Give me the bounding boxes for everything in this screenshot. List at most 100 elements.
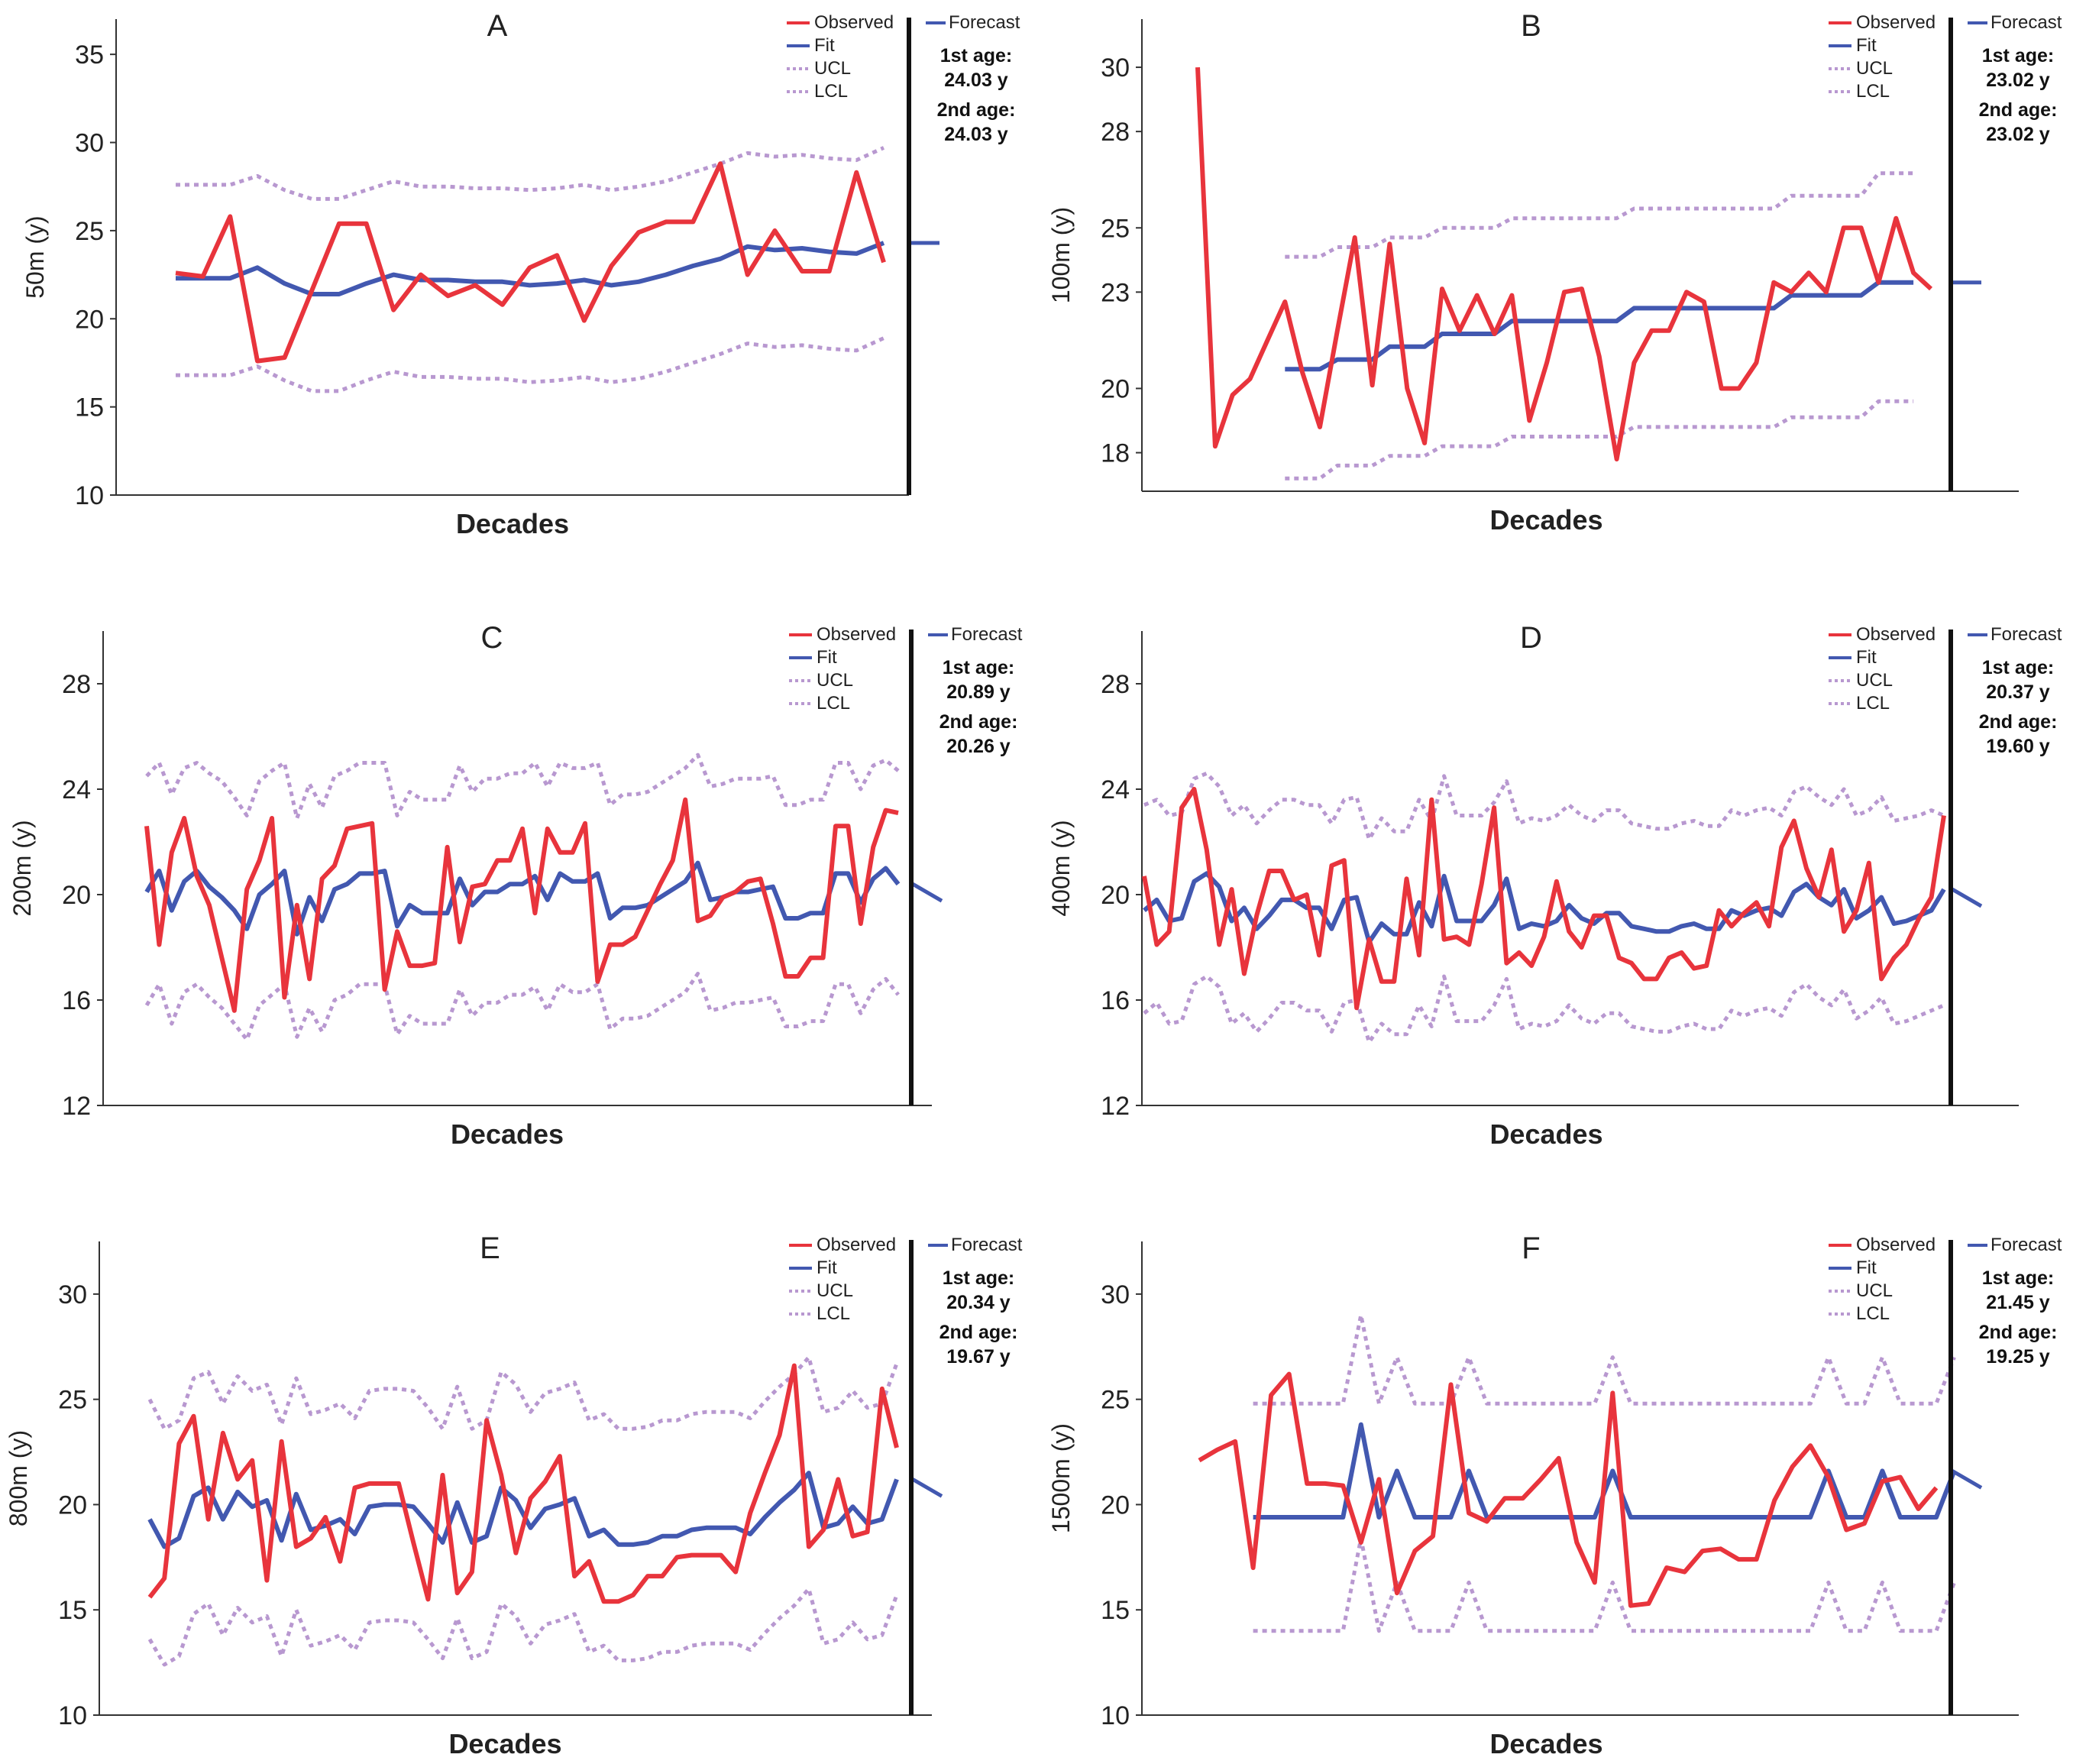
y-tick-label: 20 <box>62 881 91 910</box>
panel-label: E <box>480 1232 500 1265</box>
legend-label-ucl: UCL <box>814 58 851 79</box>
panel-label: D <box>1520 621 1542 655</box>
forecast-line <box>1951 887 1983 908</box>
series-line-observed <box>1198 1371 1939 1608</box>
y-axis-title: 100m (y) <box>1047 207 1075 303</box>
series-line-lcl <box>1285 399 1914 481</box>
x-axis-title: Decades <box>448 1728 561 1759</box>
legend-label-lcl: LCL <box>814 81 848 102</box>
y-tick-label: 23 <box>1101 278 1130 307</box>
y-tick-label: 20 <box>75 305 104 334</box>
series-line-observed <box>147 1363 899 1604</box>
forecast-second-age-label: 2nd age: <box>937 99 1016 121</box>
x-axis-title: Decades <box>1489 1118 1602 1150</box>
series-line-ucl <box>147 1355 899 1431</box>
y-tick-label: 25 <box>1101 1386 1130 1415</box>
legend-label-forecast: Forecast <box>951 1235 1023 1255</box>
panel-label: F <box>1522 1232 1540 1265</box>
forecast-first-age-label: 1st age: <box>943 657 1014 678</box>
series-line-observed <box>175 161 886 364</box>
forecast-first-age-label: 1st age: <box>1982 657 2054 678</box>
x-axis-title: Decades <box>456 508 569 539</box>
y-axis-title: 800m (y) <box>5 1430 32 1526</box>
legend-label-forecast: Forecast <box>1991 1235 2062 1255</box>
y-tick-label: 25 <box>58 1386 87 1415</box>
panel-label: A <box>487 9 508 43</box>
forecast-second-age-label: 2nd age: <box>1979 99 2058 121</box>
panel-label: B <box>1521 9 1541 43</box>
legend-label-ucl: UCL <box>817 670 853 691</box>
series-line-lcl <box>147 1587 899 1667</box>
forecast-first-age-label: 1st age: <box>1982 45 2054 66</box>
forecast-second-age-value: 19.60 y <box>1986 736 2050 757</box>
forecast-first-age-value: 21.45 y <box>1986 1292 2050 1313</box>
forecast-first-age-value: 20.89 y <box>946 681 1011 703</box>
panel-label: C <box>481 621 503 655</box>
legend-label-ucl: UCL <box>1856 1280 1893 1301</box>
legend-label-observed: Observed <box>817 1235 896 1255</box>
y-tick-label: 16 <box>1101 986 1130 1015</box>
forecast-second-age-value: 19.67 y <box>946 1346 1011 1368</box>
series-line-lcl <box>1253 1536 1956 1633</box>
y-axis-title: 1500m (y) <box>1047 1423 1075 1533</box>
series-line-observed <box>1195 66 1933 461</box>
legend-label-forecast: Forecast <box>1991 12 2062 33</box>
y-tick-label: 15 <box>58 1596 87 1625</box>
y-tick-label: 30 <box>75 129 104 158</box>
panel-d: 12 16 20 24 28 400m (y) Decades D ObservedFitUCL… <box>1047 621 2062 1150</box>
panel-a: 10 15 20 25 30 35 50m (y) Decades A ObservedFitUC… <box>21 9 1020 539</box>
y-tick-label: 24 <box>1101 775 1130 804</box>
series-line-ucl <box>145 753 900 821</box>
forecast-second-age-value: 24.03 y <box>944 124 1008 145</box>
legend-label-lcl: LCL <box>1856 81 1890 102</box>
y-axis-title: 400m (y) <box>1047 820 1075 916</box>
forecast-first-age-label: 1st age: <box>940 45 1012 66</box>
series-line-ucl <box>176 146 885 201</box>
y-tick-label: 35 <box>75 40 104 70</box>
y-tick-label: 24 <box>62 775 91 804</box>
legend-label-lcl: LCL <box>1856 1303 1890 1324</box>
legend-label-observed: Observed <box>817 624 896 645</box>
y-tick-label: 15 <box>75 393 104 422</box>
y-tick-label: 12 <box>1101 1092 1130 1121</box>
forecast-first-age-value: 20.37 y <box>1986 681 2050 703</box>
forecast-line <box>1951 1469 1983 1490</box>
panel-c: 12 16 20 24 28 200m (y) Decades C ObservedFitUCL… <box>8 621 1023 1150</box>
legend-label-lcl: LCL <box>817 1303 850 1324</box>
legend-label-fit: Fit <box>817 647 837 668</box>
y-axis-title: 200m (y) <box>8 820 36 916</box>
y-tick-label: 30 <box>58 1280 87 1309</box>
forecast-second-age-label: 2nd age: <box>1979 711 2058 733</box>
legend-label-observed: Observed <box>1856 624 1936 645</box>
legend-label-forecast: Forecast <box>949 12 1020 33</box>
y-tick-label: 20 <box>1101 1490 1130 1520</box>
legend-label-forecast: Forecast <box>1991 624 2062 645</box>
legend-label-forecast: Forecast <box>951 624 1023 645</box>
forecast-second-age-label: 2nd age: <box>939 1322 1018 1343</box>
series-line-ucl <box>1253 1312 1956 1406</box>
series-line-lcl <box>176 336 885 393</box>
forecast-line <box>911 1478 943 1498</box>
panel-f: 10 15 20 25 30 1500m (y) Decades F ObservedFitUC… <box>1047 1232 2062 1759</box>
y-tick-label: 25 <box>1101 214 1130 243</box>
x-axis-title: Decades <box>451 1118 564 1150</box>
legend-label-lcl: LCL <box>1856 693 1890 714</box>
forecast-first-age-label: 1st age: <box>1982 1267 2054 1289</box>
forecast-line <box>911 882 943 903</box>
series-line-fit <box>144 860 901 937</box>
forecast-second-age-value: 20.26 y <box>946 736 1011 757</box>
y-tick-label: 28 <box>1101 670 1130 699</box>
legend-label-observed: Observed <box>1856 12 1936 33</box>
y-tick-label: 12 <box>62 1092 91 1121</box>
legend-label-observed: Observed <box>814 12 894 33</box>
y-tick-label: 10 <box>75 481 104 510</box>
x-axis-title: Decades <box>1489 1728 1602 1759</box>
x-axis-title: Decades <box>1489 504 1602 536</box>
series-line-fit <box>1143 871 1946 945</box>
series-line-ucl <box>1143 771 1945 841</box>
legend-label-ucl: UCL <box>1856 58 1893 79</box>
y-tick-label: 18 <box>1101 439 1130 468</box>
y-tick-label: 30 <box>1101 1280 1130 1309</box>
legend-label-ucl: UCL <box>1856 670 1893 691</box>
forecast-second-age-label: 2nd age: <box>939 711 1018 733</box>
